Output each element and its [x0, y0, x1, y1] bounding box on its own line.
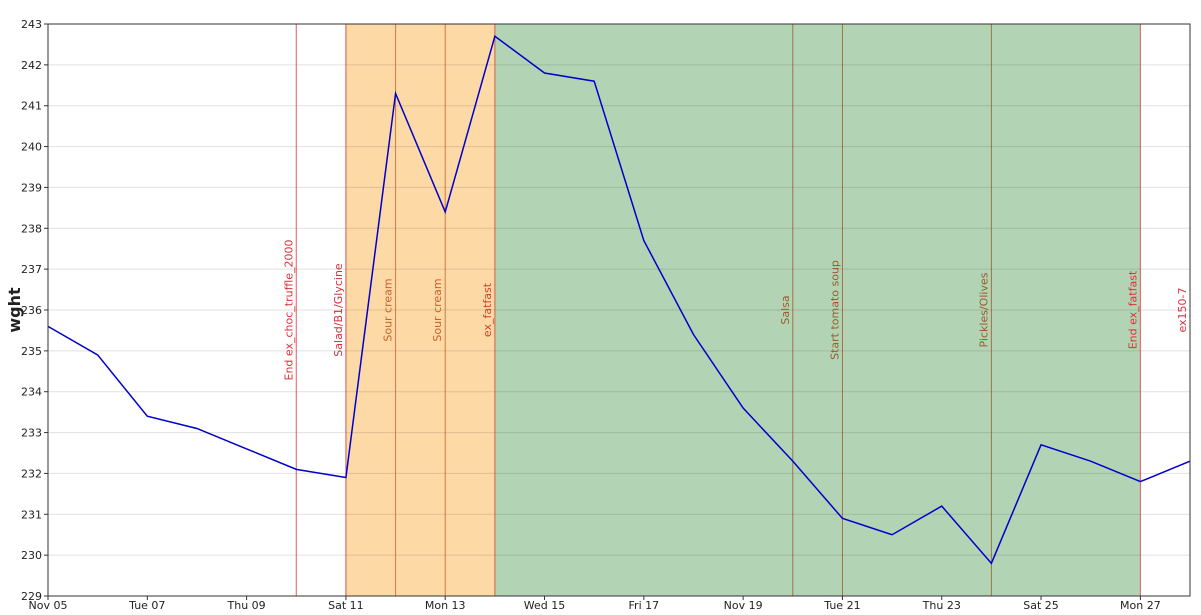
y-tick-label: 242 [21, 59, 42, 72]
data-line [47, 35, 1191, 565]
y-axis-label: wght [5, 287, 24, 333]
y-tick-label: 241 [21, 100, 42, 113]
x-tick-label: Mon 27 [1120, 599, 1161, 611]
y-tick-label: 238 [21, 222, 42, 235]
y-tick-label: 233 [21, 427, 42, 440]
x-tick-label: Mon 13 [425, 599, 466, 611]
x-tick-label: Nov 05 [29, 599, 68, 611]
y-tick-label: 237 [21, 263, 42, 276]
y-tick-label: 243 [21, 18, 42, 31]
annotation-label: Sour cream [382, 278, 395, 341]
x-tick-label: Sat 11 [328, 599, 364, 611]
annotation-label: Salad/B1/Glycine [332, 263, 345, 357]
x-tick-label: Sat 25 [1023, 599, 1059, 611]
x-tick-label: Fri 17 [629, 599, 660, 611]
annotation-label: Salsa [779, 295, 792, 324]
x-tick-label: Tue 21 [823, 599, 860, 611]
annotation-label: Sour cream [431, 278, 444, 341]
annotation-label: End ex_fatfast [1126, 270, 1139, 349]
x-tick-label: Tue 07 [128, 599, 165, 611]
annotation-label: Pickles/Olives [977, 272, 990, 347]
y-tick-label: 239 [21, 181, 42, 194]
y-tick-label: 240 [21, 141, 42, 154]
annotation-label: ex150-7 [1176, 287, 1189, 332]
y-tick-label: 235 [21, 345, 42, 358]
annotation-label: End ex_choc_truffle_2000 [282, 240, 295, 381]
y-tick-label: 232 [21, 467, 42, 480]
highlight-span [494, 24, 1141, 596]
y-tick-label: 234 [21, 386, 42, 399]
plot-frame [47, 23, 1191, 597]
annotation-label: ex_fatfast [481, 282, 494, 337]
x-tick-label: Nov 19 [724, 599, 763, 611]
x-tick-label: Thu 09 [227, 599, 266, 611]
x-tick-label: Thu 23 [922, 599, 961, 611]
y-tick-label: 236 [21, 304, 42, 317]
y-tick-label: 229 [21, 590, 42, 603]
y-tick-label: 230 [21, 549, 42, 562]
highlight-span [345, 24, 495, 596]
y-tick-label: 231 [21, 508, 42, 521]
x-tick-label: Wed 15 [524, 599, 565, 611]
annotation-label: Start tomato soup [828, 260, 841, 360]
